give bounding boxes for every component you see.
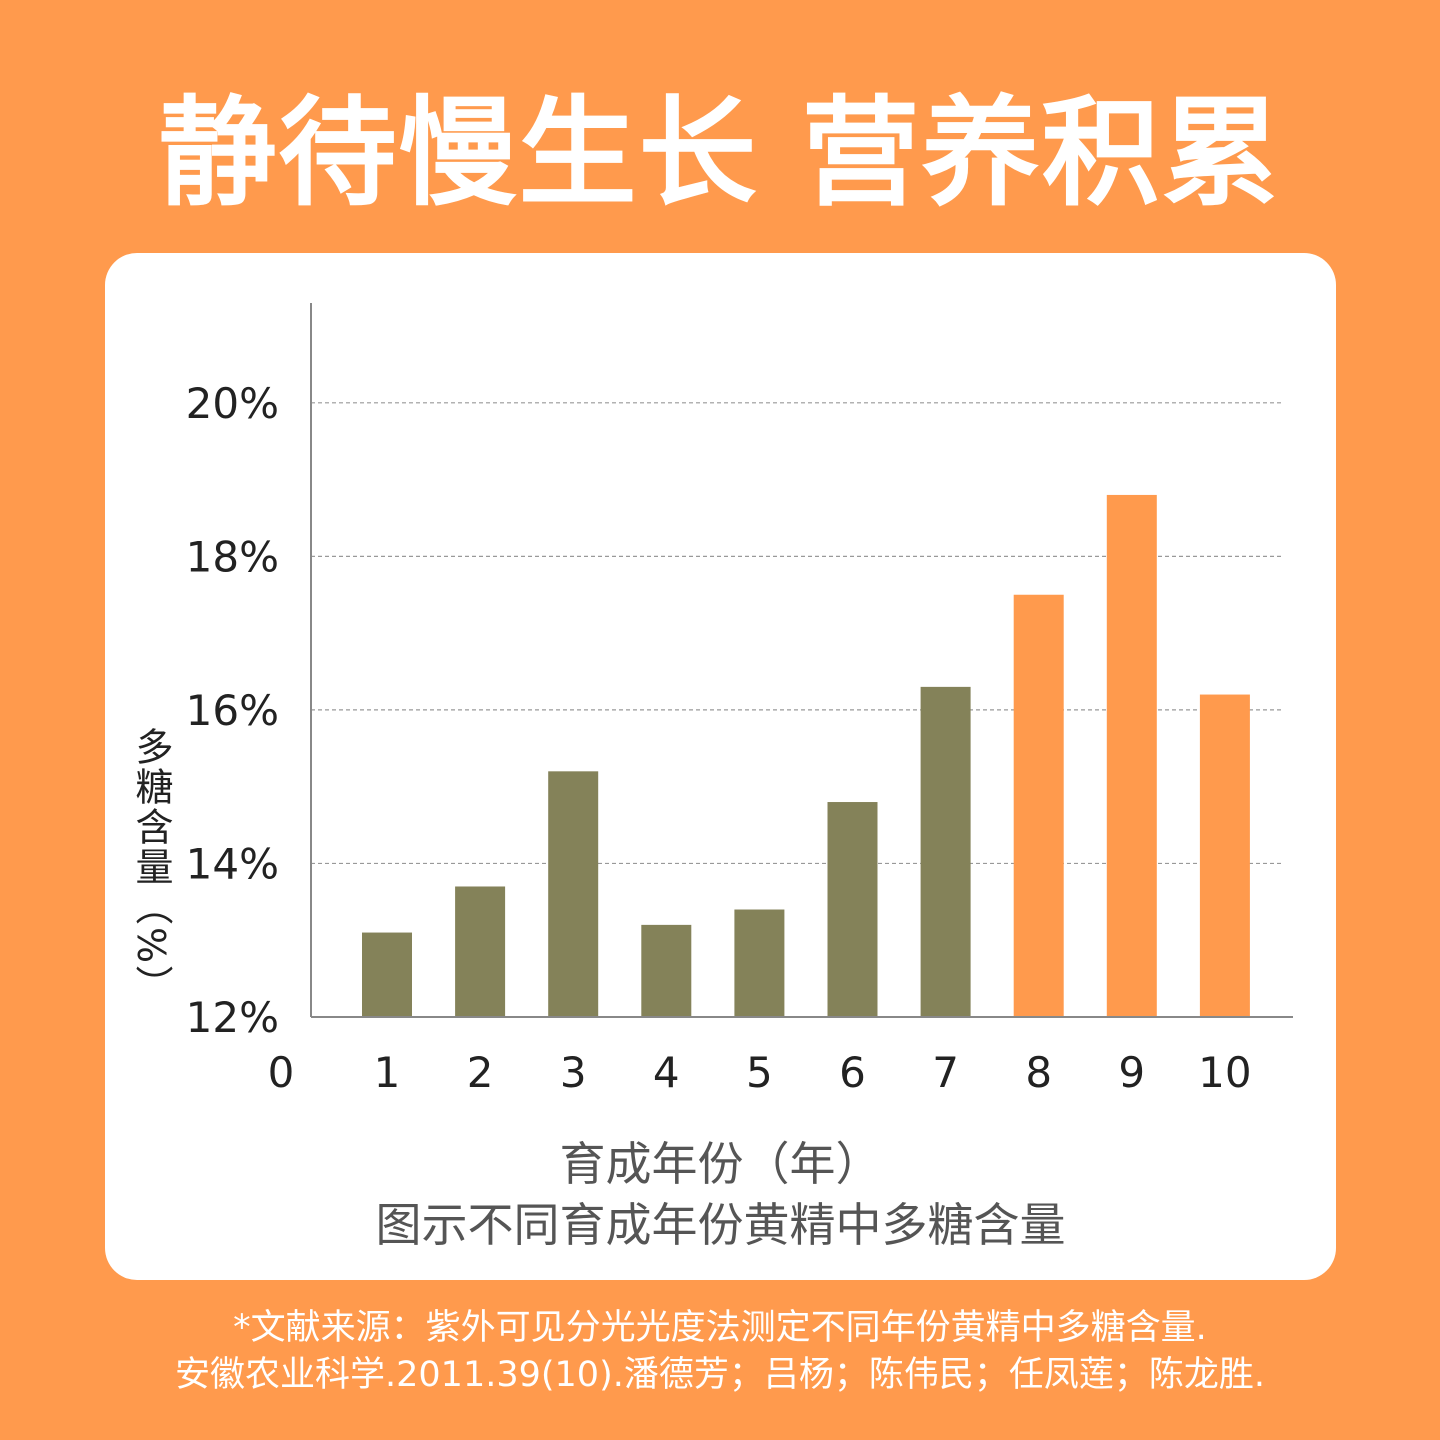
y-tick-label: 14% — [186, 839, 279, 888]
bar-year-6 — [827, 802, 878, 1017]
bar-year-9 — [1106, 494, 1157, 1017]
x-tick-label: 3 — [560, 1048, 587, 1097]
bar-year-3 — [548, 771, 599, 1017]
x-tick-label: 1 — [374, 1048, 401, 1097]
y-tick-label: 12% — [186, 993, 279, 1042]
chart-card: 12% 14% 16% 18% 20% 0 1 2 3 4 5 6 7 8 9 10 多糖含量（%） 育成年… — [105, 253, 1336, 1280]
source-line-1: *文献来源：紫外可见分光光度法测定不同年份黄精中多糖含量. — [233, 1308, 1207, 1348]
bar-year-4 — [641, 924, 692, 1017]
bar-year-5 — [734, 909, 785, 1017]
y-tick-label: 18% — [186, 532, 279, 581]
x-tick-label: 10 — [1198, 1048, 1251, 1097]
x-origin-label: 0 — [268, 1048, 295, 1097]
y-tick-label: 20% — [186, 379, 279, 428]
x-tick-label: 9 — [1118, 1048, 1145, 1097]
x-tick-label: 6 — [839, 1048, 866, 1097]
x-tick-label: 8 — [1025, 1048, 1052, 1097]
bar-year-8 — [1013, 594, 1064, 1017]
x-tick-label: 2 — [467, 1048, 494, 1097]
bar-year-2 — [455, 886, 506, 1017]
x-tick-label: 5 — [746, 1048, 773, 1097]
axes — [310, 303, 1293, 1018]
y-tick-labels: 12% 14% 16% 18% 20% — [186, 379, 279, 1042]
x-tick-label: 7 — [932, 1048, 959, 1097]
y-axis-title: 多糖含量（%） — [129, 727, 173, 1005]
chart-caption: 图示不同育成年份黄精中多糖含量 — [375, 1198, 1066, 1252]
bars — [362, 494, 1250, 1017]
y-tick-label: 16% — [186, 686, 279, 735]
bar-year-1 — [362, 932, 412, 1017]
bar-chart: 12% 14% 16% 18% 20% 0 1 2 3 4 5 6 7 8 9 10 多糖含量（%） — [129, 303, 1293, 1097]
bar-year-10 — [1199, 694, 1250, 1017]
x-axis-title: 育成年份（年） — [559, 1137, 882, 1191]
x-tick-labels: 0 1 2 3 4 5 6 7 8 9 10 — [268, 1048, 1252, 1097]
x-tick-label: 4 — [653, 1048, 680, 1097]
source-line-2: 安徽农业科学.2011.39(10).潘德芳；吕杨；陈伟民；任凤莲；陈龙胜. — [175, 1355, 1265, 1395]
bar-year-7 — [920, 686, 971, 1017]
headline: 静待慢生长 营养积累 — [158, 84, 1282, 222]
